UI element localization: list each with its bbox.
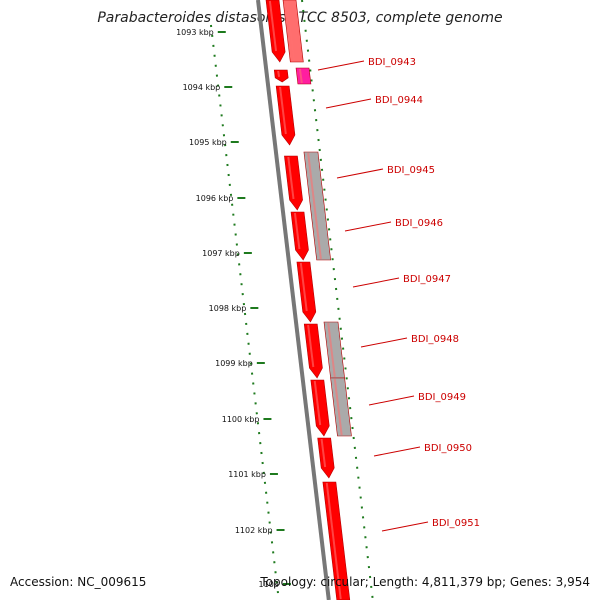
gene-arrow-shine	[268, 0, 278, 52]
gene-label: BDI_0951	[432, 518, 480, 529]
gene-leader-line	[325, 98, 372, 109]
gene-label: BDI_0948	[411, 334, 459, 345]
accession-text: Accession: NC_009615	[10, 575, 147, 589]
gene-leader-line	[373, 446, 421, 457]
gene-leader-line	[344, 221, 392, 232]
gene-arrow	[290, 211, 309, 261]
kbp-tick-label: 1095 kbp	[189, 138, 227, 147]
gene-arrow-light-shine	[285, 0, 296, 62]
gene-arrow-gray-shine	[333, 378, 343, 436]
kbp-tick-label: 1100 kbp	[222, 415, 260, 424]
gene-label: BDI_0946	[395, 218, 443, 229]
genome-title: Parabacteroides distasonis ATCC 8503, co…	[97, 10, 503, 26]
kbp-tick-label: 1093 kbp	[176, 28, 214, 37]
gene-arrow	[310, 379, 330, 437]
gene-arrow	[317, 437, 335, 479]
gene-arrow	[284, 155, 303, 211]
gene-arrow-shine	[307, 324, 315, 368]
gene-leader-line	[381, 521, 429, 532]
right-ruler	[301, 0, 374, 600]
gene-arrow-magenta	[295, 67, 312, 85]
gene-arrow-shine	[299, 262, 308, 312]
gene-label: BDI_0947	[403, 274, 451, 285]
gene-arrow-gray-shine	[307, 152, 322, 260]
gene-label: BDI_0943	[368, 57, 416, 68]
kbp-tick-label: 1102 kbp	[235, 526, 273, 535]
gene-leader-line	[317, 60, 365, 71]
gene-arrow	[275, 85, 296, 146]
gene-leader-line	[360, 337, 408, 348]
gene-leader-line	[336, 168, 384, 179]
gene-arrow-shine	[279, 86, 287, 135]
gene-arrow	[273, 69, 289, 83]
gene-label: BDI_0944	[375, 95, 423, 106]
gene-arrow-shine	[325, 482, 342, 600]
gene-leader-line	[352, 277, 400, 288]
kbp-tick-label: 1096 kbp	[196, 194, 234, 203]
gene-arrow	[303, 323, 323, 379]
kbp-tick-label: 1103	[259, 580, 279, 589]
topology-text: Topology: circular; Length: 4,811,379 bp…	[260, 575, 590, 589]
kbp-tick-label: 1094 kbp	[183, 83, 221, 92]
gene-arrow-gray-shine	[327, 322, 336, 378]
gene-arrow	[296, 261, 317, 323]
genome-backbone	[256, 0, 331, 600]
gene-arrow-shine	[287, 156, 295, 200]
gene-arrow-shine	[277, 70, 281, 77]
kbp-tick-label: 1098 kbp	[209, 304, 247, 313]
kbp-tick-label: 1099 kbp	[215, 359, 253, 368]
gene-arrow	[265, 0, 286, 63]
kbp-tick-label: 1101 kbp	[228, 470, 266, 479]
gene-arrow-magenta-shine	[298, 68, 303, 84]
gene-label: BDI_0950	[424, 443, 472, 454]
gene-leader-line	[368, 395, 415, 406]
gene-label: BDI_0949	[418, 392, 466, 403]
gene-arrow-shine	[313, 380, 322, 426]
gene-label: BDI_0945	[387, 165, 435, 176]
gene-arrow-shine	[293, 212, 301, 250]
gene-arrow-shine	[320, 438, 327, 468]
kbp-tick-label: 1097 kbp	[202, 249, 240, 258]
